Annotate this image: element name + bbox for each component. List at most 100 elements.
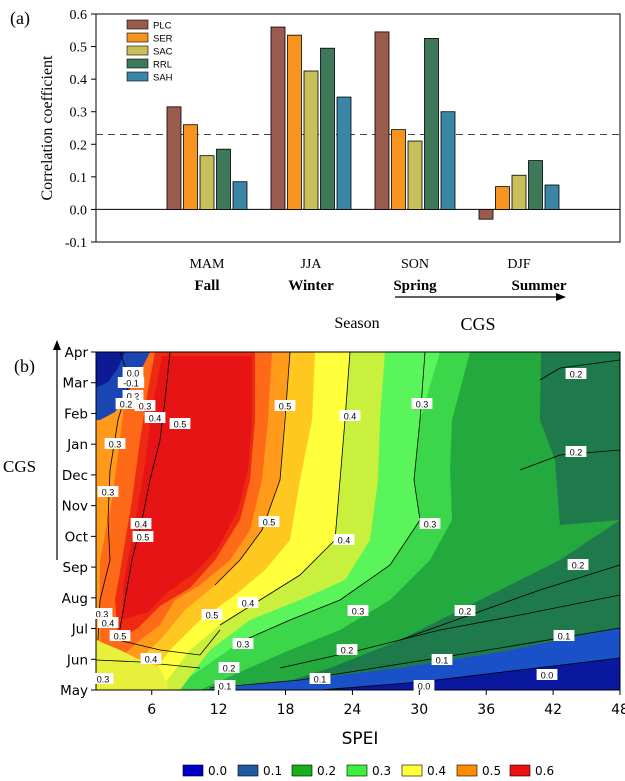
contour-label-bg bbox=[413, 680, 435, 691]
colorbar-label: 0.5 bbox=[482, 764, 501, 778]
bar-rrl-jja bbox=[320, 47, 335, 210]
contour-label: 0.2 bbox=[127, 392, 140, 402]
x-tick-label-b: 24 bbox=[344, 702, 362, 718]
legend-swatch-plc bbox=[126, 19, 149, 30]
contour-label-bg bbox=[553, 630, 575, 641]
contour-label: 0.3 bbox=[97, 675, 110, 685]
bar-rrl-djf bbox=[528, 160, 543, 210]
bar-sah-djf bbox=[544, 184, 560, 210]
contour-label-bg bbox=[419, 518, 441, 529]
contour-label: 0.5 bbox=[174, 420, 187, 430]
panel-a-label: (a) bbox=[10, 8, 30, 29]
legend-swatch-rrl bbox=[126, 58, 149, 69]
legend-swatch-ser bbox=[126, 32, 149, 43]
contour-line-7 bbox=[319, 657, 620, 690]
cgs-season-label: Summer bbox=[512, 278, 567, 294]
x-axis-label-a: Season bbox=[334, 315, 379, 332]
y-axis-b: May Jun Jul Aug Sep Oct Nov Dec Jan Feb Mar Apr bbox=[60, 345, 96, 699]
contour-label: 0.4 bbox=[135, 520, 148, 530]
contour-label-bg bbox=[336, 644, 358, 655]
contour-label: 0.3 bbox=[424, 520, 437, 530]
contour-label-bg bbox=[132, 531, 154, 542]
contour-label-bg bbox=[117, 377, 145, 388]
contour-line-6 bbox=[209, 627, 620, 689]
y-tick-label-b: May bbox=[60, 683, 88, 699]
legend-label: SAC bbox=[153, 47, 173, 58]
contour-label-bg bbox=[237, 597, 259, 608]
bar-sac-mam bbox=[199, 155, 215, 210]
y-tick-label-b: Apr bbox=[65, 345, 89, 361]
contour-label-bg bbox=[92, 673, 114, 684]
contour-label-bg bbox=[122, 367, 144, 378]
contour-line-2 bbox=[539, 359, 620, 381]
contour-label: 0.0 bbox=[418, 682, 431, 692]
contour-line-3 bbox=[519, 449, 620, 471]
contour-label: 0.4 bbox=[149, 414, 162, 424]
y-tick-label-b: Oct bbox=[65, 529, 88, 545]
contour-label: 0.3 bbox=[416, 400, 429, 410]
y-tick-label-b: Jun bbox=[66, 652, 88, 668]
cgs-season-label: Winter bbox=[288, 278, 334, 294]
contour-label: 0.5 bbox=[263, 518, 276, 528]
y-tick-label-a: 0.0 bbox=[70, 203, 88, 218]
cgs-axis-arrow-head bbox=[53, 340, 61, 350]
heatmap-low-bottom-core bbox=[320, 658, 620, 690]
y-tick-label-b: Nov bbox=[62, 499, 88, 515]
bar-plc-djf bbox=[478, 209, 494, 220]
category-label: MAM bbox=[189, 257, 225, 272]
plot-b-frame bbox=[95, 351, 621, 691]
contour-label-bg bbox=[274, 400, 296, 411]
contour-label-bg bbox=[309, 673, 331, 684]
colorbar-label: 0.6 bbox=[535, 764, 554, 778]
y-tick-label-a: 0.5 bbox=[70, 41, 88, 56]
y-tick-label-b: Feb bbox=[64, 406, 88, 422]
contour-label: 0.5 bbox=[279, 402, 292, 412]
contour-label: 0.3 bbox=[139, 402, 152, 412]
contour-label-bg bbox=[144, 412, 166, 423]
bar-ser-jja bbox=[287, 34, 302, 210]
colorbar-swatch bbox=[509, 764, 531, 777]
bar-rrl-son bbox=[424, 38, 439, 210]
contour-label: 0.3 bbox=[237, 640, 250, 650]
bar-sah-son bbox=[440, 111, 456, 210]
panel-b: (b) -0.10.00.20.2 0.30.40.50.30.30.40.50.… bbox=[3, 340, 625, 778]
contour-label: 0.3 bbox=[352, 607, 365, 617]
legend-label: SAH bbox=[153, 73, 173, 84]
heatmap-band-lowleft bbox=[96, 640, 170, 690]
x-tick-label-b: 6 bbox=[147, 702, 156, 718]
y-axis-label-b: CGS bbox=[3, 457, 36, 476]
y-tick-label-b: Sep bbox=[63, 560, 88, 576]
contour-label: 0.4 bbox=[102, 619, 115, 629]
contour-label-bg bbox=[565, 446, 587, 457]
contour-line-1 bbox=[239, 352, 426, 643]
contour-label-bg bbox=[567, 559, 589, 570]
x-axis-label-b: SPEI bbox=[342, 729, 379, 749]
contour-label: 0.4 bbox=[338, 536, 351, 546]
colorbar-swatch bbox=[182, 764, 204, 777]
colorbar-label: 0.3 bbox=[372, 764, 391, 778]
contour-label: -0.1 bbox=[123, 379, 139, 389]
contour-label: 0.2 bbox=[570, 448, 583, 458]
contour-label-bg bbox=[232, 638, 254, 649]
bar-ser-mam bbox=[183, 124, 198, 210]
contour-label: 0.2 bbox=[570, 370, 583, 380]
y-tick-label-a: 0.3 bbox=[70, 106, 88, 121]
bars-a bbox=[166, 26, 560, 220]
x-tick-label-b: 48 bbox=[611, 702, 625, 718]
colorbar-swatch bbox=[401, 764, 423, 777]
colorbar-label: 0.2 bbox=[317, 764, 336, 778]
contour-label: 0.2 bbox=[341, 646, 354, 656]
contour-label-bg bbox=[169, 418, 191, 429]
x-categories-a: MAM Fall JJA Winter SON Spring DJF Summer bbox=[189, 257, 566, 294]
contour-label: 0.0 bbox=[541, 671, 554, 681]
contour-label-bg bbox=[431, 654, 453, 665]
heatmap-highcorr-topright bbox=[540, 352, 620, 525]
cgs-label-a: CGS bbox=[460, 314, 495, 334]
contour-label: 0.0 bbox=[127, 369, 140, 379]
x-tick-label-b: 12 bbox=[210, 702, 228, 718]
y-tick-label-a: 0.2 bbox=[70, 138, 88, 153]
contour-label-bg bbox=[130, 518, 152, 529]
y-tick-label-b: Jan bbox=[66, 437, 88, 453]
contour-line-11 bbox=[96, 659, 201, 669]
